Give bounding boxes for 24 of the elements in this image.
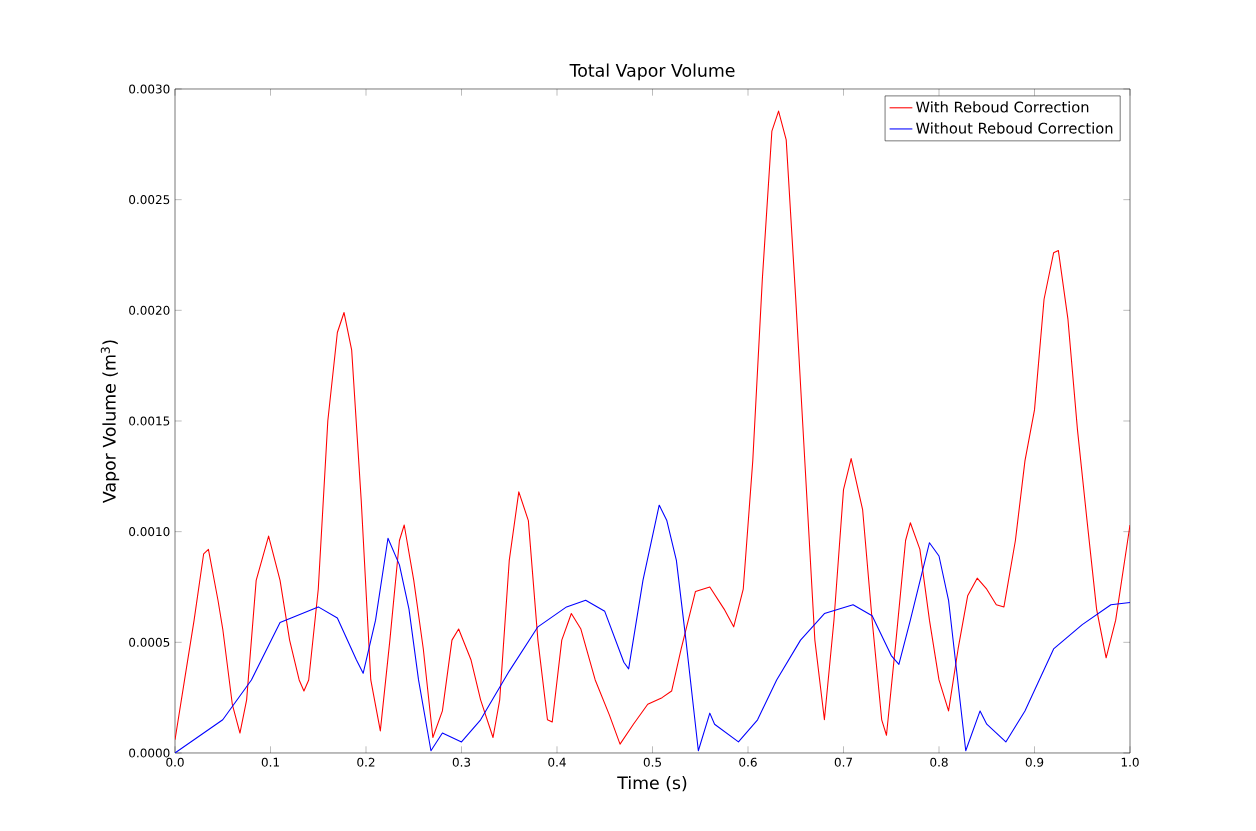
x-tick-label: 0.4 xyxy=(548,757,566,767)
y-tick-label: 0.0030 xyxy=(129,84,170,94)
legend-label: Without Reboud Correction xyxy=(916,122,1113,134)
y-tick-label: 0.0015 xyxy=(129,416,170,426)
y-tick-label: 0.0025 xyxy=(129,195,170,205)
line-series xyxy=(175,504,1131,753)
x-tick-label: 0.6 xyxy=(739,757,757,767)
x-axis-title: Time (s) xyxy=(617,775,687,792)
x-tick-label: 0.8 xyxy=(930,757,948,767)
y-tick-label: 0.0020 xyxy=(129,305,170,315)
y-tick-label: 0.0005 xyxy=(129,637,170,647)
x-tick-label: 0.0 xyxy=(166,757,184,767)
x-tick-label: 0.5 xyxy=(643,757,661,767)
y-tick-label: 0.0000 xyxy=(129,748,170,758)
x-tick-label: 0.2 xyxy=(357,757,375,767)
legend-label: With Reboud Correction xyxy=(916,101,1089,113)
y-axis-title: Vapor Volume (m$^{3}$) xyxy=(100,340,120,503)
x-tick-label: 0.1 xyxy=(261,757,279,767)
x-tick-label: 0.7 xyxy=(834,757,853,767)
chart-title: Total Vapor Volume xyxy=(569,63,735,81)
x-tick-label: 1.0 xyxy=(1121,757,1139,767)
y-tick-label: 0.0010 xyxy=(129,527,170,537)
x-tick-label: 0.9 xyxy=(1025,757,1044,767)
x-tick-label: 0.3 xyxy=(452,757,471,767)
